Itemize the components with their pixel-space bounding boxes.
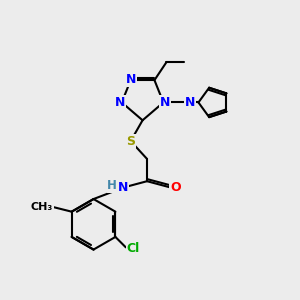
Text: N: N bbox=[125, 73, 136, 86]
Text: N: N bbox=[118, 181, 128, 194]
Text: N: N bbox=[160, 96, 170, 109]
Text: O: O bbox=[170, 181, 181, 194]
Text: S: S bbox=[126, 135, 135, 148]
Text: CH₃: CH₃ bbox=[31, 202, 53, 212]
Text: N: N bbox=[115, 96, 125, 109]
Text: Cl: Cl bbox=[127, 242, 140, 255]
Text: H: H bbox=[107, 179, 117, 192]
Text: N: N bbox=[185, 96, 195, 109]
